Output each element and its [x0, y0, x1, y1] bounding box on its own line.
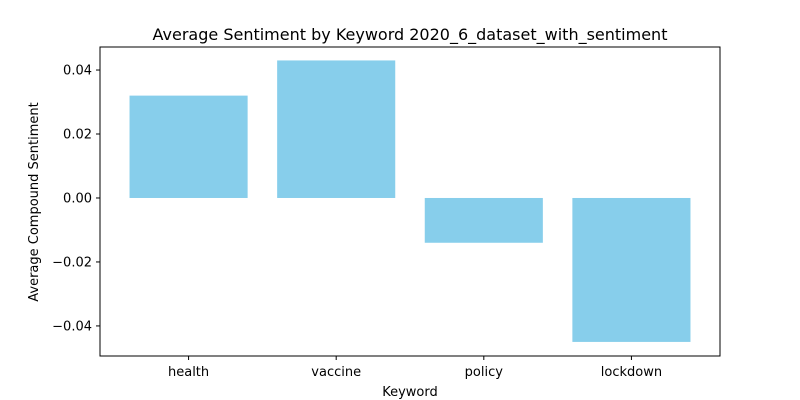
plot-frame [99, 46, 721, 357]
chart-title: Average Sentiment by Keyword 2020_6_data… [153, 25, 668, 45]
x-axis-label: Keyword [382, 385, 438, 400]
x-tick-label: lockdown [601, 365, 662, 380]
bar-lockdown [572, 197, 691, 342]
x-tick-label: policy [465, 365, 504, 380]
y-tick-label: 0.00 [63, 191, 92, 206]
bar-policy [424, 197, 543, 243]
bar-health [129, 95, 248, 198]
x-ticks-group: health vaccine policy lockdown [168, 356, 662, 380]
y-axis-label: Average Compound Sentiment [27, 102, 42, 301]
x-tick-label: vaccine [311, 365, 361, 380]
bar-vaccine [277, 60, 396, 198]
bars-group [129, 60, 691, 342]
y-tick-label: −0.02 [52, 255, 92, 270]
x-tick-label: health [168, 365, 209, 380]
y-tick-label: −0.04 [52, 319, 92, 334]
y-tick-label: 0.02 [63, 128, 92, 143]
y-tick-label: 0.04 [63, 64, 92, 79]
y-ticks-group: −0.04 −0.02 0.00 0.02 0.04 [52, 64, 100, 334]
